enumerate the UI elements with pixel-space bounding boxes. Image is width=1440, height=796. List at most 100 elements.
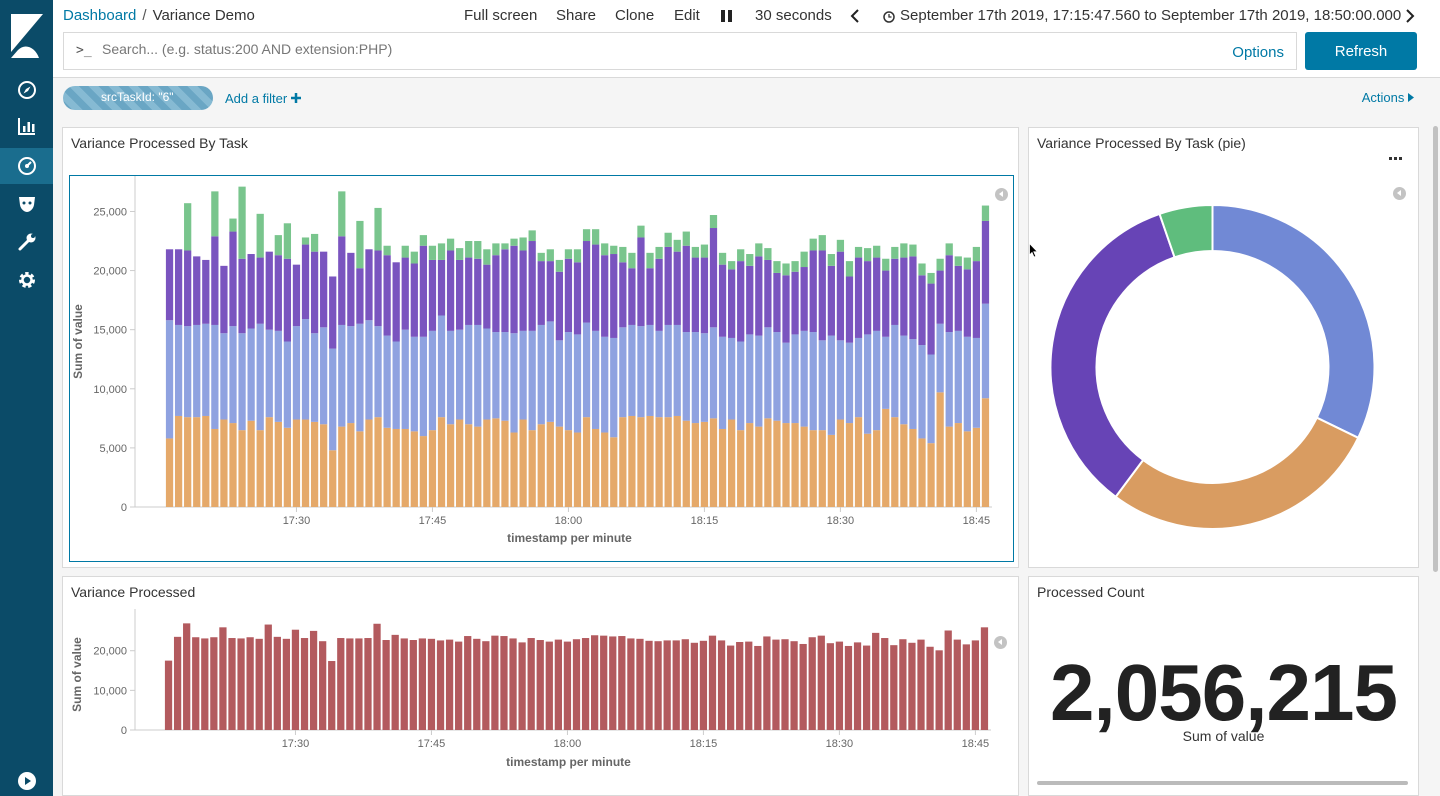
metric-label: Sum of value xyxy=(1182,728,1265,744)
bar-segment xyxy=(664,232,672,247)
actions-label: Actions xyxy=(1361,90,1405,105)
bar xyxy=(953,639,961,730)
bar-segment xyxy=(918,275,926,346)
bar-segment xyxy=(954,423,962,507)
bar xyxy=(763,636,771,730)
bar-segment xyxy=(709,215,718,229)
pause-icon[interactable] xyxy=(721,9,733,26)
bar-segment xyxy=(356,268,364,324)
bar-segment xyxy=(365,419,373,507)
bar-segment xyxy=(963,431,971,507)
bar xyxy=(219,627,227,730)
bar-segment xyxy=(945,255,953,333)
y-tick-label: 10,000 xyxy=(93,384,127,396)
bar-segment xyxy=(338,236,346,325)
bar-segment xyxy=(619,246,627,263)
bar-segment xyxy=(256,323,264,431)
bar-segment xyxy=(220,333,228,420)
dev-tools-icon[interactable] xyxy=(0,224,53,260)
bar-segment xyxy=(193,324,201,418)
bar xyxy=(600,635,608,730)
bar-segment xyxy=(628,268,636,325)
bar-segment xyxy=(610,437,618,507)
bar-segment xyxy=(746,423,754,507)
bar-segment xyxy=(510,245,518,334)
add-filter-button[interactable]: Add a filter xyxy=(225,91,301,106)
time-back-icon[interactable] xyxy=(850,9,860,27)
bar-segment xyxy=(274,255,282,331)
bar-segment xyxy=(891,246,899,259)
bar xyxy=(291,629,300,730)
bar-segment xyxy=(972,337,981,428)
bar-segment xyxy=(800,267,808,331)
share-button[interactable]: Share xyxy=(556,7,597,24)
x-tick-label: 18:15 xyxy=(691,515,719,527)
bar-segment xyxy=(582,229,591,242)
management-icon[interactable] xyxy=(0,262,53,298)
bar-segment xyxy=(401,329,409,429)
bar xyxy=(273,636,281,730)
bar-segment xyxy=(492,243,500,256)
bar-segment xyxy=(283,223,292,259)
bar xyxy=(491,635,499,730)
canvas-icon[interactable] xyxy=(0,186,53,222)
edit-button[interactable]: Edit xyxy=(674,7,700,24)
bar-segment xyxy=(936,323,944,393)
x-tick-label: 18:00 xyxy=(555,515,583,527)
bar-segment xyxy=(184,203,192,251)
bar-segment xyxy=(936,392,944,507)
breadcrumb-current: Variance Demo xyxy=(152,7,255,24)
bar-segment xyxy=(954,265,962,331)
bar-segment xyxy=(673,239,681,252)
bar xyxy=(627,638,635,730)
bar-segment xyxy=(238,333,246,431)
bar-segment xyxy=(972,427,981,507)
bar-segment xyxy=(320,424,328,507)
metric-panel: Processed Count 2,056,215 Sum of value xyxy=(1028,576,1419,796)
bar-segment xyxy=(483,264,491,329)
options-button[interactable]: Options xyxy=(1232,44,1284,61)
actions-button[interactable]: Actions xyxy=(1362,90,1414,105)
filter-pill[interactable]: srcTaskId: "6" xyxy=(63,86,213,110)
add-filter-label: Add a filter xyxy=(225,91,288,106)
panel-options-icon[interactable] xyxy=(1389,147,1404,165)
dashboard-icon[interactable] xyxy=(0,148,53,184)
visualize-icon[interactable] xyxy=(0,108,53,144)
discover-icon[interactable] xyxy=(0,72,53,108)
bar-segment xyxy=(610,337,618,438)
bar xyxy=(237,638,245,730)
search-input[interactable] xyxy=(102,41,1162,57)
bar-segment xyxy=(374,326,382,418)
bar-segment xyxy=(537,252,545,262)
bar-segment xyxy=(437,259,446,316)
page-scrollbar[interactable] xyxy=(1433,126,1438,572)
bar-segment xyxy=(428,430,437,507)
legend-toggle-icon[interactable] xyxy=(994,636,1007,649)
clone-button[interactable]: Clone xyxy=(615,7,655,24)
bar-segment xyxy=(637,237,645,327)
bar-segment xyxy=(818,235,826,251)
bar-segment xyxy=(836,239,845,252)
refresh-button[interactable]: Refresh xyxy=(1305,32,1417,70)
bar-segment xyxy=(465,324,473,425)
bar-segment xyxy=(791,261,799,272)
bar-segment xyxy=(718,264,727,337)
bar-segment xyxy=(165,249,174,321)
legend-toggle-icon[interactable] xyxy=(995,188,1008,201)
time-range-picker[interactable]: September 17th 2019, 17:15:47.560 to Sep… xyxy=(900,7,1402,24)
bar-segment xyxy=(437,417,446,507)
collapse-nav-icon[interactable] xyxy=(0,763,53,796)
kibana-logo[interactable] xyxy=(0,0,53,72)
bar-segment xyxy=(673,415,681,507)
bar-segment xyxy=(301,244,310,320)
breadcrumb-dashboard-link[interactable]: Dashboard xyxy=(63,7,137,24)
refresh-interval-button[interactable]: 30 seconds xyxy=(755,7,832,24)
pie-panel: Variance Processed By Task (pie) xyxy=(1028,127,1419,568)
legend-toggle-icon[interactable] xyxy=(1393,187,1406,200)
bar xyxy=(300,638,309,730)
horizontal-scrollbar[interactable] xyxy=(1037,781,1408,785)
bar-segment xyxy=(619,417,627,507)
full-screen-button[interactable]: Full screen xyxy=(464,7,538,24)
time-forward-icon[interactable] xyxy=(1405,9,1415,27)
bar-segment xyxy=(682,420,690,507)
